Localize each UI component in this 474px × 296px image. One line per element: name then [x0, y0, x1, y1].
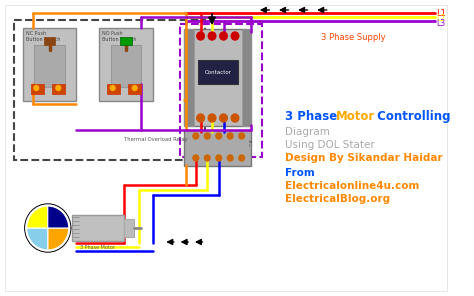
Text: Lo
I: Lo I: [248, 140, 253, 148]
Text: NO Push
Button Switch: NO Push Button Switch: [102, 31, 137, 42]
Circle shape: [220, 114, 228, 122]
Text: From: From: [285, 168, 314, 178]
Circle shape: [26, 205, 70, 251]
Circle shape: [25, 204, 71, 252]
Circle shape: [228, 155, 233, 161]
Text: L2: L2: [437, 14, 446, 22]
Text: Diagram: Diagram: [285, 127, 329, 137]
Bar: [100, 28, 153, 101]
Bar: [30, 84, 44, 94]
Circle shape: [204, 155, 210, 161]
Bar: [180, 24, 262, 157]
Bar: [120, 37, 132, 45]
Bar: [35, 45, 65, 87]
Wedge shape: [27, 206, 48, 228]
Circle shape: [208, 114, 216, 122]
Text: Contactor: Contactor: [204, 70, 231, 75]
Text: Design By Sikandar Haidar: Design By Sikandar Haidar: [285, 153, 442, 163]
Text: Electricalonline4u.com: Electricalonline4u.com: [285, 181, 419, 191]
Circle shape: [231, 114, 239, 122]
Bar: [14, 20, 205, 160]
Text: Thermal Overload Relay: Thermal Overload Relay: [124, 137, 188, 142]
Circle shape: [216, 133, 222, 139]
Bar: [72, 215, 124, 241]
Text: 3 Phase Motor: 3 Phase Motor: [80, 245, 115, 250]
Circle shape: [208, 32, 216, 40]
Text: NC Push
Button Switch: NC Push Button Switch: [26, 31, 60, 42]
Bar: [242, 29, 251, 126]
Bar: [184, 130, 251, 166]
Bar: [107, 84, 120, 94]
Wedge shape: [48, 228, 69, 250]
Circle shape: [239, 133, 245, 139]
Circle shape: [220, 32, 228, 40]
Circle shape: [204, 133, 210, 139]
Text: 3 Phase Supply: 3 Phase Supply: [321, 33, 386, 42]
Bar: [184, 29, 194, 126]
Bar: [184, 29, 251, 126]
Bar: [52, 84, 65, 94]
Text: Motor: Motor: [336, 110, 375, 123]
Circle shape: [231, 32, 239, 40]
Circle shape: [216, 155, 222, 161]
Circle shape: [34, 86, 39, 91]
Bar: [44, 37, 55, 45]
Circle shape: [228, 133, 233, 139]
Circle shape: [193, 133, 199, 139]
Circle shape: [239, 155, 245, 161]
Circle shape: [193, 155, 199, 161]
Circle shape: [132, 86, 137, 91]
Circle shape: [56, 86, 61, 91]
Circle shape: [197, 32, 204, 40]
Wedge shape: [27, 228, 48, 250]
Text: Controlling: Controlling: [374, 110, 451, 123]
Bar: [128, 84, 141, 94]
Bar: [23, 28, 76, 101]
Bar: [198, 60, 238, 84]
Text: Using DOL Stater: Using DOL Stater: [285, 140, 374, 150]
Text: 3 Phase: 3 Phase: [285, 110, 341, 123]
Circle shape: [110, 86, 115, 91]
Text: L1: L1: [437, 9, 447, 17]
Text: ElectricalBlog.org: ElectricalBlog.org: [285, 194, 390, 204]
Bar: [124, 219, 134, 237]
Wedge shape: [48, 206, 69, 228]
Text: L3: L3: [437, 19, 446, 28]
Circle shape: [197, 114, 204, 122]
Bar: [111, 45, 141, 87]
